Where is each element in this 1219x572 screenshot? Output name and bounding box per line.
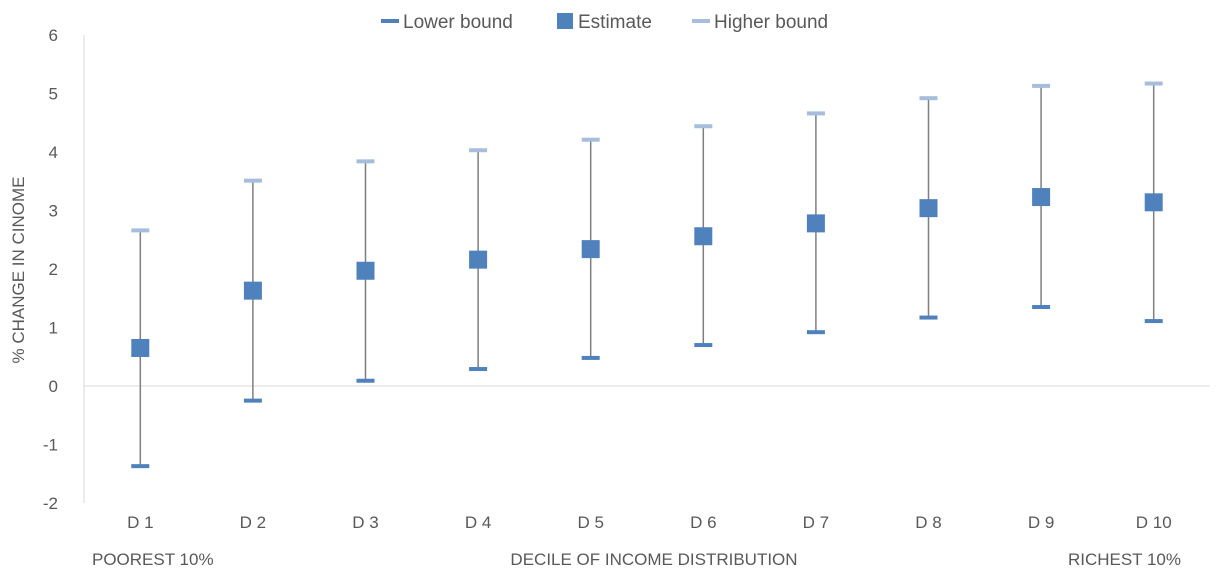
estimate-marker-1 [131, 338, 150, 357]
estimate-marker-10 [1144, 193, 1163, 212]
higher-bound-marker-4 [469, 148, 488, 153]
lower-bound-marker-5 [581, 355, 600, 360]
lower-bound-marker-4 [469, 367, 488, 372]
higher-bound-marker-6 [694, 124, 713, 129]
lower-bound-marker-9 [1032, 305, 1051, 310]
legend-marker-lower-bound [381, 19, 399, 23]
lower-bound-marker-6 [694, 343, 713, 348]
higher-bound-marker-10 [1144, 81, 1163, 86]
x-tick-label-2: D 2 [240, 513, 266, 532]
x-axis-title: DECILE OF INCOME DISTRIBUTION [510, 550, 797, 569]
x-tick-label-5: D 5 [577, 513, 603, 532]
y-tick-label-6: 0 [49, 377, 58, 396]
y-tick-label-4: 2 [49, 260, 58, 279]
x-end-label-richest: RICHEST 10% [1068, 550, 1181, 569]
lower-bound-marker-7 [806, 330, 825, 335]
legend-label-higher-bound: Higher bound [714, 12, 828, 33]
lower-bound-marker-10 [1144, 319, 1163, 324]
legend: Lower bound Estimate Higher bound [381, 12, 828, 33]
y-tick-label-0: 6 [49, 26, 58, 45]
y-tick-label-2: 4 [49, 143, 58, 162]
x-tick-label-4: D 4 [465, 513, 491, 532]
lower-bound-marker-1 [131, 464, 150, 469]
x-tick-label-8: D 8 [915, 513, 941, 532]
x-tick-label-1: D 1 [127, 513, 153, 532]
higher-bound-marker-7 [806, 111, 825, 116]
y-axis-title: % CHANGE IN CINOME [9, 176, 28, 363]
estimate-marker-5 [581, 240, 600, 259]
estimate-marker-3 [356, 261, 375, 280]
legend-label-lower-bound: Lower bound [403, 12, 513, 33]
x-tick-label-6: D 6 [690, 513, 716, 532]
estimate-marker-7 [806, 214, 825, 233]
lower-bound-marker-8 [919, 315, 938, 320]
legend-marker-higher-bound [692, 19, 710, 23]
y-tick-label-5: 1 [49, 319, 58, 338]
estimate-marker-4 [469, 250, 488, 269]
y-tick-label-7: -1 [43, 436, 58, 455]
higher-bound-marker-3 [356, 159, 375, 164]
y-tick-label-8: -2 [43, 494, 58, 513]
x-tick-label-3: D 3 [352, 513, 378, 532]
legend-marker-estimate [557, 13, 573, 29]
higher-bound-marker-5 [581, 137, 600, 142]
estimate-marker-8 [919, 199, 938, 218]
lower-bound-marker-2 [243, 398, 262, 403]
higher-bound-marker-1 [131, 228, 150, 233]
estimate-marker-2 [243, 281, 262, 300]
estimate-marker-6 [694, 227, 713, 246]
higher-bound-marker-9 [1032, 83, 1051, 88]
higher-bound-marker-8 [919, 96, 938, 101]
estimate-marker-9 [1032, 188, 1051, 207]
y-tick-label-3: 3 [49, 202, 58, 221]
x-tick-label-7: D 7 [803, 513, 829, 532]
x-tick-label-10: D 10 [1136, 513, 1172, 532]
x-tick-label-9: D 9 [1028, 513, 1054, 532]
y-tick-label-1: 5 [49, 85, 58, 104]
higher-bound-marker-2 [243, 178, 262, 183]
legend-label-estimate: Estimate [578, 12, 652, 33]
lower-bound-marker-3 [356, 378, 375, 383]
x-end-label-poorest: POOREST 10% [92, 550, 214, 569]
plot-area: 6 5 4 3 2 1 0 -1 -2 D 1 D 2 D 3 D 4 D 5 D 6 D 7 D 8 D 9 D … [43, 26, 1210, 532]
